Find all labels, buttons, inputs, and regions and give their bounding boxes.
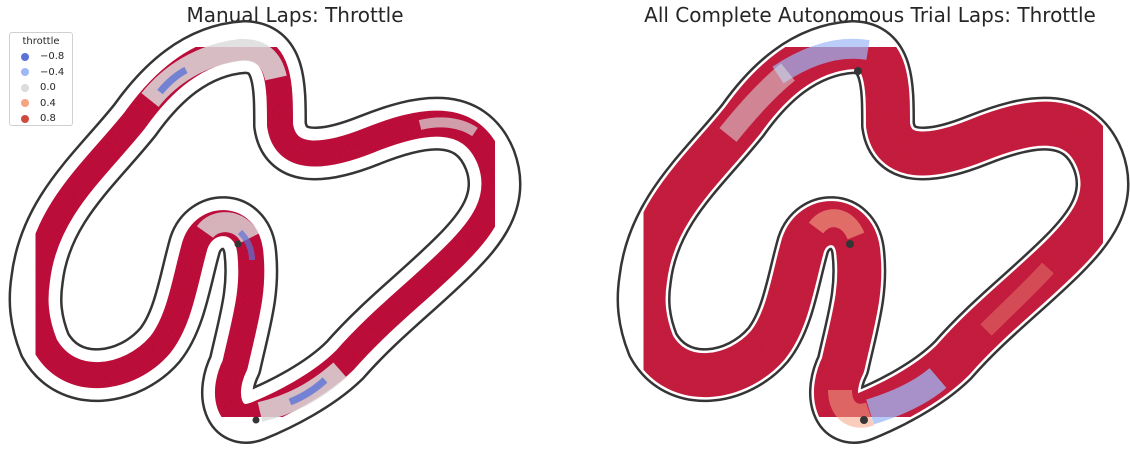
- legend-title: throttle: [22, 36, 60, 47]
- legend-label: 0.0: [40, 82, 56, 94]
- legend: throttle −0.8 −0.4 0.0 0.4 0.8: [9, 32, 73, 126]
- legend-entry: −0.4: [10, 65, 72, 81]
- track-marker-top: [234, 240, 242, 248]
- legend-marker: [21, 52, 29, 61]
- throttle-zone-middle-hairpin: [196, 212, 259, 244]
- throttle-zone-middle-hairpin: [808, 209, 865, 241]
- throttle-zone-bottom: [866, 367, 947, 425]
- throttle-zone-bottom-blue: [288, 377, 328, 406]
- throttle-zone-middle-hairpin-blue: [237, 229, 255, 261]
- track-marker-top: [846, 240, 854, 248]
- legend-label: 0.8: [40, 113, 56, 125]
- low-throttle-marks-manual: [141, 39, 478, 422]
- chart-title-manual: Manual Laps: Throttle: [186, 3, 403, 27]
- legend-entries: −0.8 −0.4 0.0 0.4 0.8: [10, 49, 72, 127]
- legend-marker: [21, 114, 29, 123]
- throttle-zone-upper-left: [719, 63, 795, 142]
- legend-label: 0.4: [40, 97, 56, 109]
- legend-label: −0.4: [40, 66, 65, 78]
- legend-marker: [21, 83, 29, 92]
- throttle-zone-top-straight: [772, 38, 870, 84]
- legend-label: −0.8: [40, 51, 65, 63]
- track-marker-bottom: [860, 416, 868, 424]
- legend-entry: 0.0: [10, 80, 72, 96]
- chart-panel-autonomous: All Complete Autonomous Trial Laps: Thro…: [644, 3, 1103, 424]
- legend-entry: 0.4: [10, 96, 72, 112]
- track-marker-bottom: [252, 416, 260, 424]
- legend-marker: [21, 68, 29, 77]
- track-marker-upper: [854, 67, 862, 75]
- legend-entry: 0.8: [10, 111, 72, 127]
- throttle-zone-bottom-warm: [828, 389, 874, 428]
- throttle-zone-right: [418, 117, 478, 137]
- legend-marker: [21, 99, 29, 108]
- throttle-zone-top-hairpin: [157, 66, 188, 95]
- chart-panel-manual: Manual Laps: Throttle: [36, 3, 495, 424]
- track-boundary-outer: [36, 47, 495, 417]
- legend-entry: −0.8: [10, 49, 72, 65]
- throttle-zone-right-straight: [980, 262, 1054, 336]
- low-throttle-marks-autonomous: [719, 38, 1054, 428]
- throttle-scatter-autonomous: [644, 47, 1103, 417]
